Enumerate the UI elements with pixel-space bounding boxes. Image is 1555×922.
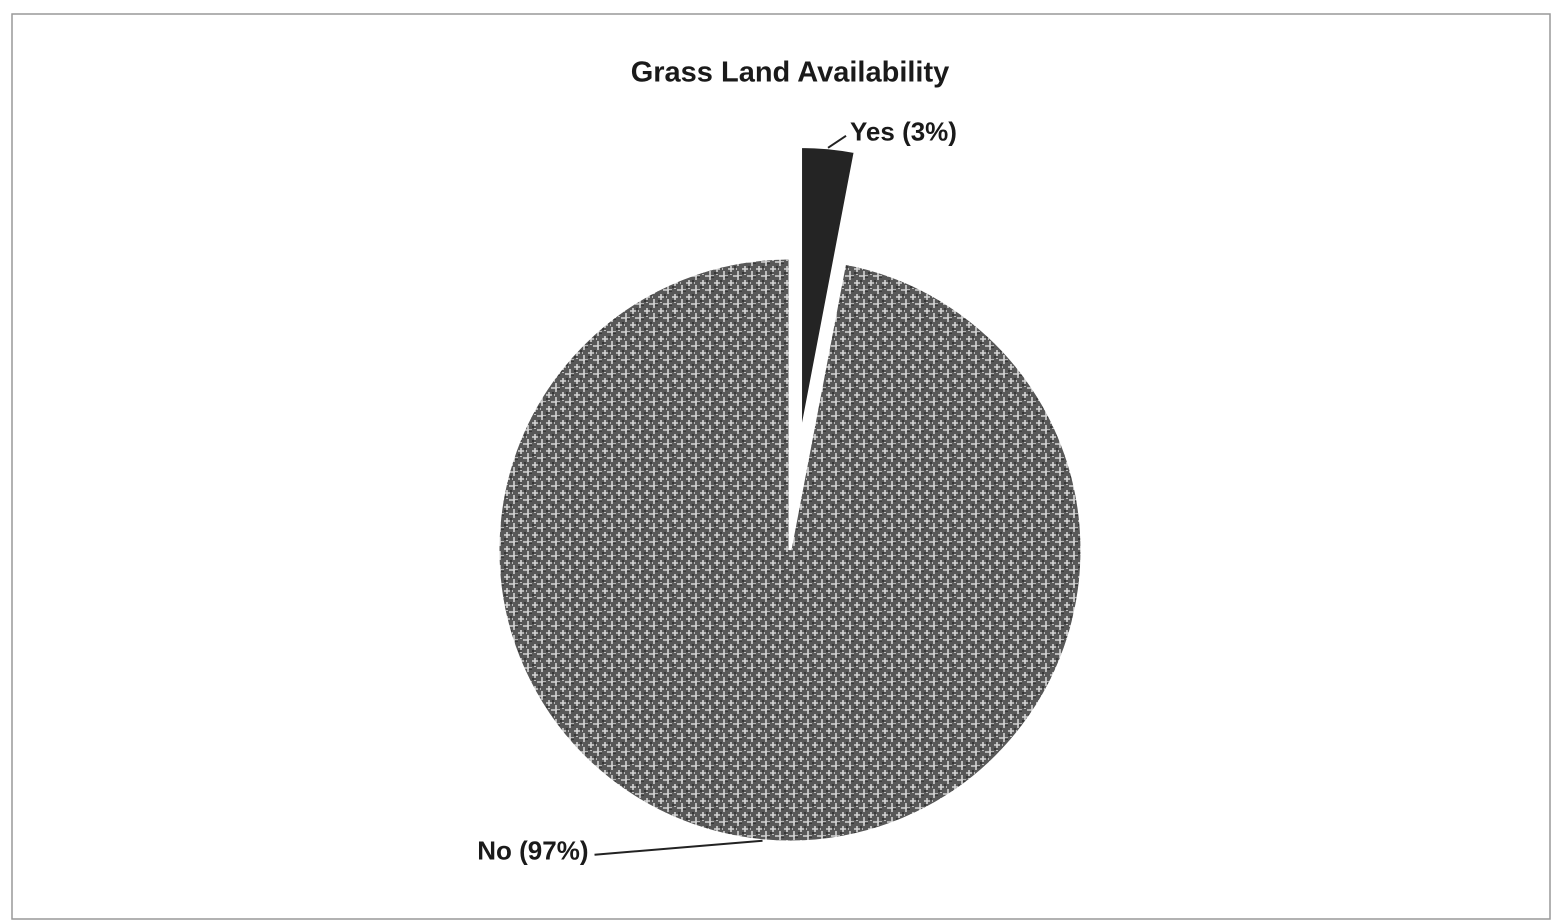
slice-texture — [496, 256, 1084, 844]
pie-slice — [799, 144, 858, 439]
chart-title: Grass Land Availability — [631, 57, 950, 89]
leader-line — [594, 839, 763, 856]
leader-line — [827, 134, 847, 149]
data-label: Yes (3%) — [850, 117, 957, 147]
data-label: No (97%) — [477, 836, 588, 866]
